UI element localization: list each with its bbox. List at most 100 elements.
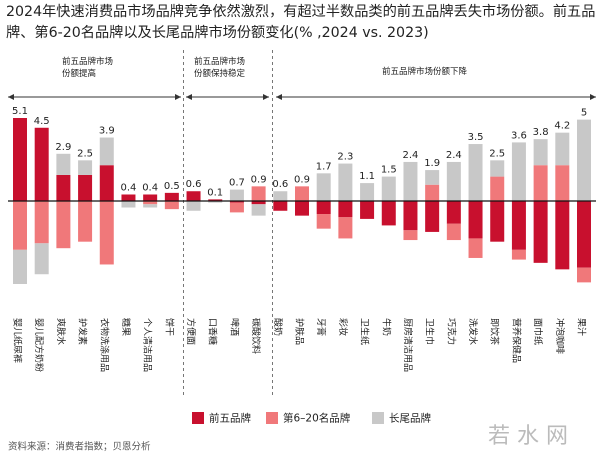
- bar-segment: [360, 183, 375, 201]
- bar-segment: [316, 173, 331, 201]
- bar-segment: [34, 127, 49, 201]
- x-tick-label: 洗发水: [467, 318, 479, 345]
- total-label: 3.8: [533, 127, 549, 138]
- bar-segment: [425, 170, 440, 185]
- total-label: 4.2: [554, 121, 570, 132]
- bar-segment: [208, 201, 223, 203]
- bar-segment: [425, 201, 440, 232]
- total-label: 2.5: [489, 148, 505, 159]
- total-label: 0.6: [272, 179, 288, 190]
- x-tick-label: 营养保健品: [510, 318, 522, 363]
- bar-segment: [533, 139, 548, 166]
- bar-segment: [229, 189, 244, 201]
- total-label: 4.5: [34, 116, 50, 127]
- legend-label: 第6–20名品牌: [283, 412, 351, 425]
- x-tick-label: 衣物洗涤用品: [98, 318, 110, 372]
- bar-segment: [78, 160, 93, 175]
- bar-segment: [186, 201, 201, 211]
- arrow-head: [175, 94, 181, 100]
- bar-segment: [577, 201, 591, 268]
- x-tick-label: 牛奶: [380, 318, 392, 336]
- bar-segment: [381, 176, 396, 201]
- bar-segment: [251, 201, 266, 205]
- bar-segment: [143, 204, 158, 208]
- total-label: 0.5: [164, 181, 180, 192]
- total-label: 5.1: [12, 106, 28, 117]
- bar-segment: [208, 199, 223, 201]
- total-label: 0.1: [207, 187, 223, 198]
- x-tick-label: 冲泡咖啡: [554, 318, 566, 354]
- x-tick-label: 即饮茶: [489, 318, 501, 345]
- bar-segment: [13, 201, 27, 250]
- bar-segment: [56, 174, 71, 201]
- x-tick-label: 彩妆: [337, 318, 349, 336]
- bar-segment: [533, 201, 548, 263]
- x-tick-label: 护肤品: [294, 318, 306, 345]
- arrow-head: [590, 94, 596, 100]
- bar-segment: [251, 204, 266, 216]
- bar-segment: [273, 201, 288, 211]
- bar-segment: [13, 249, 27, 284]
- total-label: 0.4: [121, 182, 137, 193]
- bar-segment: [164, 192, 179, 201]
- x-tick-label: 个人清洁用品: [142, 318, 154, 372]
- bar-segment: [533, 165, 548, 201]
- bar-segment: [78, 201, 93, 242]
- bar-segment: [186, 191, 201, 201]
- bar-segment: [338, 217, 353, 239]
- bar-segment: [316, 214, 331, 229]
- x-tick-label: 卫生巾: [424, 318, 436, 345]
- annotation: 前五品牌市场份额保持稳定: [194, 57, 246, 79]
- total-label: 2.3: [337, 152, 353, 163]
- bar-segment: [446, 223, 461, 241]
- total-label: 1.1: [359, 171, 375, 182]
- bar-segment: [295, 186, 309, 201]
- bar-segment: [99, 201, 114, 265]
- bar-segment: [143, 194, 158, 201]
- x-tick-label: 碳酸饮料: [250, 318, 262, 354]
- bar-segment: [490, 176, 505, 201]
- arrow-head: [8, 94, 14, 100]
- bar-segment: [425, 184, 440, 201]
- total-label: 2.5: [77, 148, 93, 159]
- x-tick-label: 婴儿配方奶粉: [33, 318, 45, 372]
- source: 资料来源：消费者指数；贝恩分析: [8, 441, 151, 453]
- bar-segment: [577, 267, 591, 283]
- bar-segment: [446, 161, 461, 201]
- total-label: 0.7: [229, 178, 245, 189]
- total-label: 1.5: [381, 165, 397, 176]
- bar-segment: [229, 201, 244, 203]
- bar-segment: [273, 191, 288, 201]
- bar-segment: [56, 153, 71, 175]
- bar-segment: [360, 201, 375, 219]
- bar-segment: [295, 201, 309, 216]
- bar-segment: [99, 165, 114, 201]
- legend-swatch: [266, 412, 278, 424]
- x-tick-label: 厨房清洁用品: [402, 318, 414, 372]
- bar-segment: [121, 201, 136, 208]
- legend-swatch: [372, 412, 384, 424]
- bar-segment: [56, 201, 71, 249]
- total-label: 2.9: [55, 142, 71, 153]
- bar-segment: [555, 132, 570, 166]
- bar-segment: [316, 201, 331, 215]
- legend-label: 长尾品牌: [389, 412, 431, 425]
- bar-segment: [381, 201, 396, 226]
- bar-segment: [511, 201, 526, 250]
- x-tick-label: 卫生纸: [359, 318, 371, 345]
- x-tick-label: 啤酒: [228, 318, 240, 336]
- bar-segment: [468, 144, 483, 201]
- arrow-head: [263, 94, 269, 100]
- bar-segment: [78, 174, 93, 201]
- total-label: 1.7: [316, 161, 332, 172]
- x-tick-label: 护发素: [77, 318, 89, 345]
- x-tick-label: 饼干: [163, 318, 175, 336]
- x-tick-label: 牙膏: [315, 318, 327, 336]
- x-tick-label: 果汁: [576, 318, 588, 336]
- total-label: 3.5: [468, 132, 484, 143]
- bar-segment: [511, 142, 526, 201]
- bar-segment: [446, 201, 461, 224]
- bar-segment: [34, 201, 49, 244]
- total-label: 0.9: [294, 174, 310, 185]
